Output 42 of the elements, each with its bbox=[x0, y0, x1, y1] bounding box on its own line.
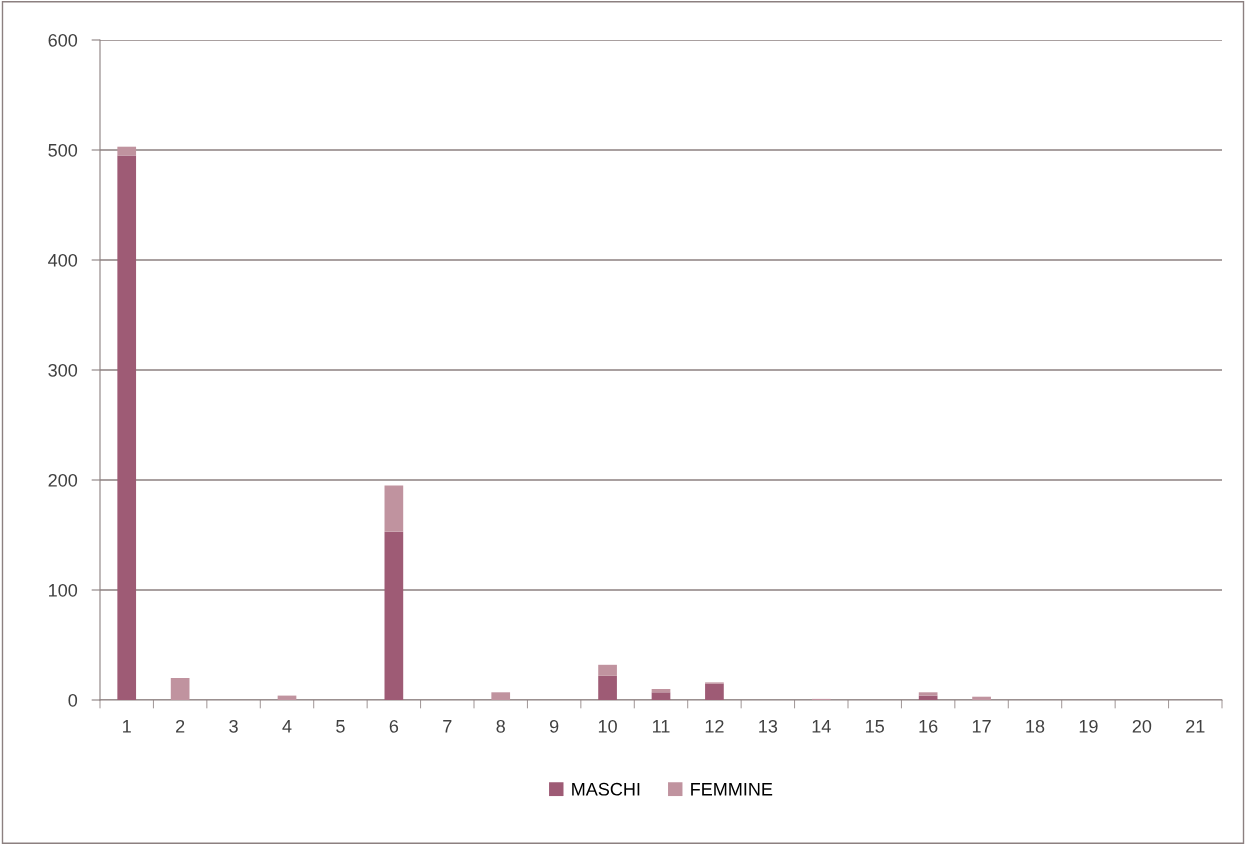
x-tick-label: 3 bbox=[229, 719, 238, 733]
x-tick-label: 5 bbox=[336, 720, 345, 733]
x-tick-label: 16 bbox=[919, 719, 938, 733]
bar bbox=[491, 692, 511, 700]
x-tick-label: 14 bbox=[812, 720, 831, 733]
x-tick-label: 7 bbox=[443, 720, 452, 733]
bar bbox=[972, 696, 991, 700]
x-tick-label: 21 bbox=[1186, 719, 1205, 733]
x-tick-label: 12 bbox=[705, 719, 724, 733]
x-tick-label: 15 bbox=[866, 720, 884, 733]
bar bbox=[384, 531, 404, 700]
bar bbox=[170, 678, 190, 700]
y-tick-label: 300 bbox=[48, 363, 78, 377]
x-tick-label: 18 bbox=[1026, 719, 1045, 733]
x-tick-label: 1 bbox=[123, 720, 131, 733]
x-tick-label: 9 bbox=[549, 719, 559, 733]
y-tick-label: 200 bbox=[48, 473, 78, 487]
bar bbox=[651, 692, 671, 700]
y-tick-label: 400 bbox=[48, 253, 78, 267]
x-tick-label: 4 bbox=[282, 720, 292, 733]
bar bbox=[117, 146, 137, 156]
y-tick-label: 100 bbox=[49, 583, 78, 597]
bar bbox=[598, 675, 617, 700]
x-tick-label: 19 bbox=[1079, 719, 1098, 733]
legend-label: MASCHI bbox=[572, 782, 640, 796]
bar bbox=[598, 664, 617, 676]
x-tick-label: 6 bbox=[389, 719, 399, 733]
x-tick-label: 13 bbox=[759, 719, 778, 733]
x-tick-label: 20 bbox=[1132, 719, 1152, 733]
bar bbox=[705, 683, 724, 700]
bar bbox=[384, 485, 404, 532]
bar bbox=[117, 155, 137, 700]
x-tick-label: 17 bbox=[972, 720, 991, 733]
x-tick-label: 10 bbox=[598, 719, 617, 733]
y-tick-label: 600 bbox=[48, 33, 78, 47]
y-tick-label: 0 bbox=[68, 693, 78, 707]
x-tick-label: 2 bbox=[176, 719, 185, 733]
x-tick-label: 11 bbox=[653, 720, 670, 733]
bar bbox=[918, 692, 938, 696]
x-tick-label: 8 bbox=[496, 719, 505, 733]
legend-label: FEMMINE bbox=[691, 783, 773, 796]
y-tick-label: 500 bbox=[48, 143, 78, 157]
